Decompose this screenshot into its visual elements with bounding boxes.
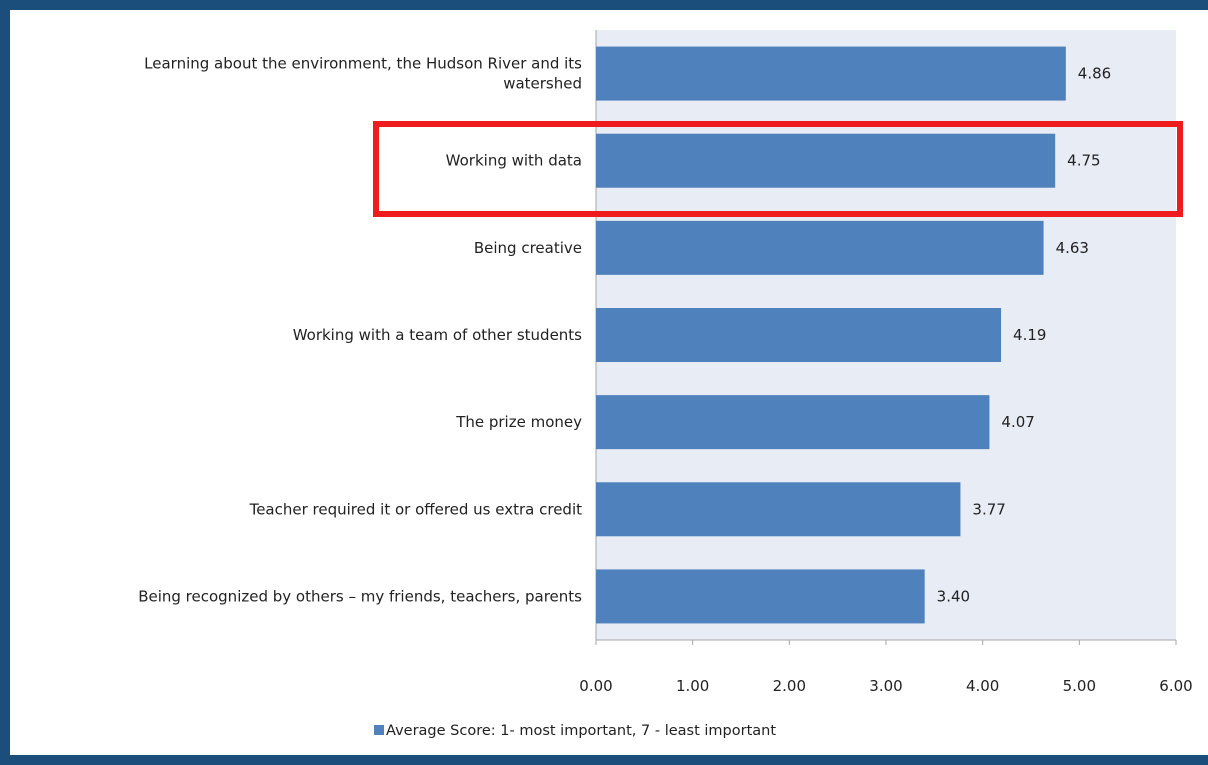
legend-swatch (374, 725, 384, 735)
category-label-0-line-0: Learning about the environment, the Huds… (144, 55, 582, 73)
x-tick-label-2: 2.00 (773, 677, 806, 695)
chart-panel: Learning about the environment, the Huds… (10, 10, 1208, 755)
bar-5 (596, 482, 961, 537)
value-label-1: 4.75 (1067, 152, 1100, 170)
category-label-3: Working with a team of other students (293, 326, 582, 344)
category-labels: Learning about the environment, the Huds… (138, 55, 582, 606)
value-label-4: 4.07 (1001, 413, 1034, 431)
legend-label: Average Score: 1- most important, 7 - le… (386, 723, 776, 739)
value-label-5: 3.77 (972, 500, 1005, 518)
bar-1 (596, 133, 1056, 188)
category-label-6: Being recognized by others – my friends,… (138, 587, 582, 605)
x-tick-label-6: 6.00 (1159, 677, 1192, 695)
value-label-0: 4.86 (1078, 65, 1111, 83)
category-label-2: Being creative (474, 239, 582, 257)
x-tick-label-0: 0.00 (579, 677, 612, 695)
category-label-0-line-1: watershed (503, 75, 582, 93)
bar-chart: Learning about the environment, the Huds… (138, 30, 1193, 739)
legend: Average Score: 1- most important, 7 - le… (374, 723, 776, 739)
bar-4 (596, 395, 990, 450)
x-axis-ticks: 0.00 1.00 2.00 3.00 4.00 5.00 6.00 (579, 640, 1193, 695)
x-tick-label-1: 1.00 (676, 677, 709, 695)
category-label-1: Working with data (446, 152, 582, 170)
bars-group (596, 46, 1066, 624)
category-label-5: Teacher required it or offered us extra … (249, 500, 583, 518)
bar-6 (596, 569, 925, 624)
bar-2 (596, 220, 1044, 275)
bar-3 (596, 308, 1002, 362)
value-label-2: 4.63 (1056, 239, 1089, 257)
x-tick-label-5: 5.00 (1063, 677, 1096, 695)
category-label-4: The prize money (455, 413, 582, 431)
x-tick-label-4: 4.00 (966, 677, 999, 695)
highlight-box (373, 121, 1183, 217)
x-tick-label-3: 3.00 (869, 677, 902, 695)
bar-0 (596, 46, 1066, 101)
value-label-3: 4.19 (1013, 326, 1046, 344)
value-labels: 4.86 4.75 4.63 4.19 4.07 3.77 3.40 (937, 65, 1112, 606)
value-label-6: 3.40 (937, 587, 970, 605)
